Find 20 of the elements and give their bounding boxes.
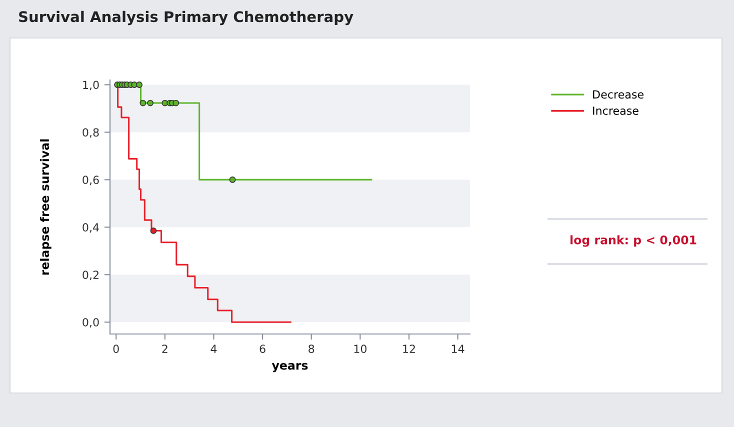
legend-label: Increase <box>593 106 638 115</box>
x-tick-label: 10 <box>354 344 366 354</box>
y-tick-label: 0,4 <box>82 223 99 233</box>
legend-label: Decrease <box>593 90 644 99</box>
x-tick-label: 6 <box>260 344 266 354</box>
y-tick-label: 0,0 <box>82 318 99 328</box>
x-tick-label: 4 <box>210 344 217 353</box>
chart-title: Survival Analysis Primary Chemotherapy <box>19 10 354 26</box>
y-tick-label: 0,8 <box>82 128 99 138</box>
y-axis-title: relapse free survival <box>40 139 52 275</box>
x-tick-label: 0 <box>113 344 119 354</box>
x-axis-title: years <box>272 362 308 372</box>
x-tick-label: 8 <box>308 344 314 354</box>
x-tick-label: 2 <box>162 344 168 353</box>
x-tick-label: 12 <box>403 344 415 353</box>
text: log rank: p < 0,001 <box>570 235 696 247</box>
y-tick-label: 1,0 <box>83 80 99 90</box>
y-tick-label: 0,2 <box>82 270 98 280</box>
y-tick-label: 0,6 <box>82 176 99 186</box>
x-tick-label: 14 <box>452 344 464 353</box>
